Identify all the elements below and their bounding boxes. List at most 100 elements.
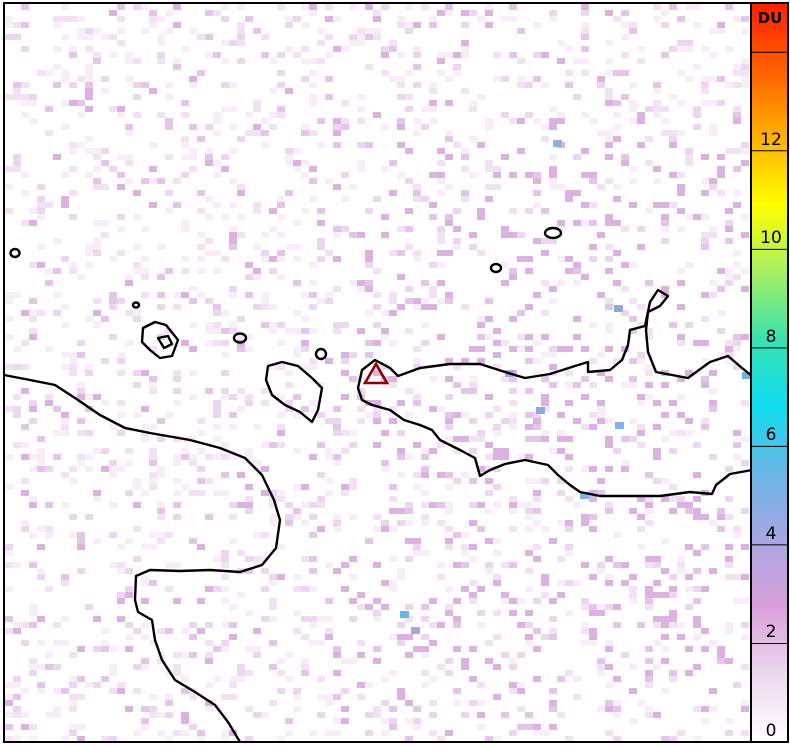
so2-pixel — [629, 718, 637, 724]
so2-pixel — [293, 688, 301, 694]
so2-pixel — [261, 400, 269, 406]
so2-pixel — [309, 454, 317, 460]
so2-pixel — [469, 544, 477, 550]
so2-pixel — [493, 580, 501, 586]
so2-pixel — [293, 52, 301, 58]
so2-pixel — [117, 28, 125, 34]
so2-pixel — [469, 346, 477, 352]
so2-pixel — [421, 454, 429, 460]
so2-pixel — [693, 736, 701, 742]
so2-pixel — [61, 172, 69, 178]
so2-pixel — [125, 706, 133, 712]
so2-pixel — [437, 148, 445, 154]
so2-pixel — [61, 76, 69, 82]
so2-pixel — [645, 502, 653, 508]
so2-pixel — [85, 136, 93, 142]
so2-pixel — [333, 694, 341, 700]
so2-pixel — [309, 58, 317, 64]
so2-pixel — [277, 496, 285, 502]
so2-pixel — [397, 454, 405, 460]
so2-pixel — [557, 676, 565, 682]
so2-pixel — [21, 94, 29, 100]
so2-pixel — [469, 556, 477, 562]
so2-pixel — [277, 70, 285, 76]
so2-pixel — [413, 484, 421, 490]
so2-pixel — [389, 160, 397, 166]
so2-pixel — [461, 658, 469, 664]
so2-pixel — [517, 82, 525, 88]
so2-pixel — [661, 106, 669, 112]
so2-pixel — [269, 58, 277, 64]
so2-pixel — [373, 706, 381, 712]
so2-pixel — [5, 22, 13, 28]
so2-pixel — [653, 712, 661, 718]
so2-pixel — [45, 526, 53, 532]
so2-pixel — [741, 64, 749, 70]
so2-pixel — [485, 412, 493, 418]
islet — [314, 347, 328, 361]
so2-pixel — [357, 694, 365, 700]
so2-pixel — [397, 82, 405, 88]
so2-pixel — [405, 700, 413, 706]
so2-pixel — [453, 70, 461, 76]
so2-pixel — [229, 106, 237, 112]
so2-pixel — [669, 94, 677, 100]
so2-pixel — [29, 502, 37, 508]
so2-pixel — [61, 688, 69, 694]
so2-pixel — [333, 124, 341, 130]
so2-pixel — [181, 256, 189, 262]
so2-pixel — [309, 586, 317, 592]
so2-pixel — [133, 262, 141, 268]
so2-pixel — [213, 328, 221, 334]
so2-pixel — [509, 658, 517, 664]
so2-pixel — [205, 328, 213, 334]
so2-pixel — [189, 286, 197, 292]
so2-pixel — [693, 514, 701, 520]
so2-pixel — [461, 472, 469, 478]
so2-pixel — [109, 304, 117, 310]
so2-pixel — [229, 286, 237, 292]
so2-pixel — [709, 52, 717, 58]
so2-pixel — [37, 616, 45, 622]
so2-pixel — [725, 562, 733, 568]
so2-pixel — [269, 322, 277, 328]
so2-pixel — [413, 394, 421, 400]
so2-pixel — [461, 22, 469, 28]
so2-pixel — [189, 124, 197, 130]
so2-pixel — [141, 574, 149, 580]
so2-pixel — [245, 112, 253, 118]
so2-pixel — [301, 76, 309, 82]
so2-pixel — [141, 256, 149, 262]
so2-pixel — [413, 250, 421, 256]
so2-pixel — [453, 478, 461, 484]
so2-pixel — [693, 550, 701, 556]
so2-pixel — [221, 586, 229, 592]
so2-pixel — [589, 514, 597, 520]
so2-pixel — [541, 136, 549, 142]
so2-pixel — [597, 82, 605, 88]
so2-pixel — [221, 388, 229, 394]
so2-pixel — [237, 670, 245, 676]
so2-pixel — [509, 172, 517, 178]
so2-pixel — [533, 508, 541, 514]
so2-pixel — [477, 682, 485, 688]
so2-pixel — [333, 520, 341, 526]
so2-pixel — [269, 88, 277, 94]
so2-pixel — [117, 112, 125, 118]
so2-pixel — [229, 538, 237, 544]
so2-pixel — [421, 490, 429, 496]
so2-pixel — [213, 556, 221, 562]
so2-pixel — [85, 682, 93, 688]
so2-pixel — [605, 646, 613, 652]
so2-pixel — [533, 76, 541, 82]
so2-pixel — [333, 526, 341, 532]
so2-pixel — [693, 112, 701, 118]
so2-pixel — [597, 412, 605, 418]
so2-pixel — [109, 466, 117, 472]
so2-pixel — [629, 382, 637, 388]
so2-pixel — [429, 286, 437, 292]
so2-pixel — [477, 322, 485, 328]
so2-pixel — [197, 736, 205, 742]
so2-pixel — [373, 28, 381, 34]
so2-pixel — [365, 256, 373, 262]
